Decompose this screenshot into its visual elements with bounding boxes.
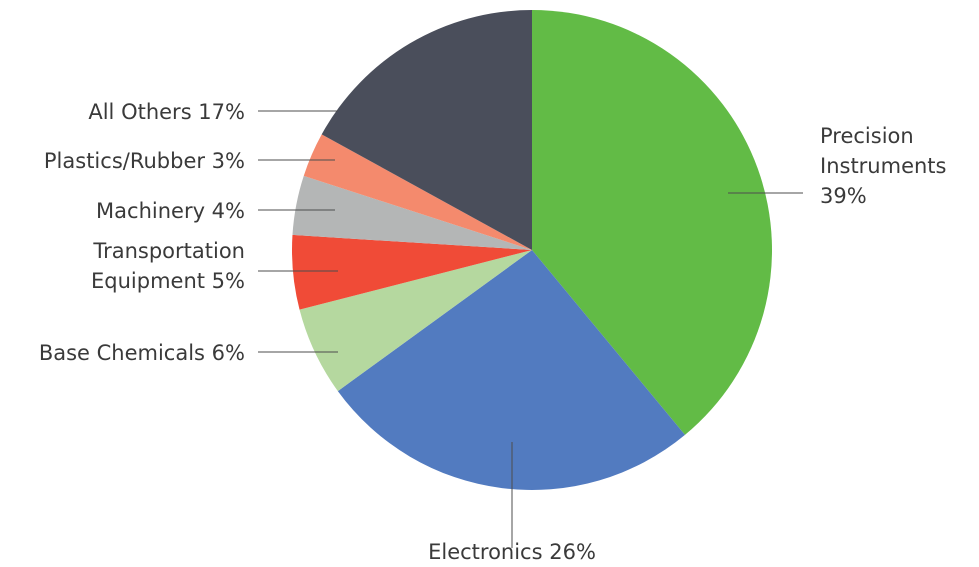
label-line-base-chemicals-1: Base Chemicals 6% [39, 341, 245, 365]
pie-slices [292, 10, 773, 490]
label-line-electronics-1: Electronics 26% [428, 540, 596, 564]
label-line-precision-instruments-3: 39% [820, 184, 867, 208]
label-precision-instruments: Precision Instruments 39% [820, 124, 946, 208]
label-machinery: Machinery 4% [96, 199, 245, 223]
label-line-plastics-rubber-1: Plastics/Rubber 3% [44, 149, 245, 173]
label-plastics-rubber: Plastics/Rubber 3% [44, 149, 245, 173]
label-line-all-others-1: All Others 17% [88, 100, 245, 124]
slice-base-chemicals [299, 250, 532, 392]
leader-lines [258, 110, 803, 548]
label-all-others: All Others 17% [88, 100, 245, 124]
label-line-machinery-1: Machinery 4% [96, 199, 245, 223]
label-base-chemicals: Base Chemicals 6% [39, 341, 245, 365]
slice-all-others [321, 10, 532, 250]
slice-machinery [292, 175, 532, 250]
label-line-transportation-equipment-2: Equipment 5% [91, 269, 245, 293]
label-line-precision-instruments-1: Precision [820, 124, 914, 148]
slice-transportation-equipment [292, 234, 532, 310]
label-line-precision-instruments-2: Instruments [820, 154, 946, 178]
label-transportation-equipment: Transportation Equipment 5% [91, 239, 245, 293]
slice-precision-instruments [532, 10, 773, 435]
slice-plastics-rubber [303, 134, 532, 250]
label-electronics: Electronics 26% [428, 540, 596, 564]
slice-labels: Precision Instruments 39% Electronics 26% Ba… [39, 100, 947, 564]
label-line-transportation-equipment-1: Transportation [92, 239, 245, 263]
slice-electronics [337, 250, 685, 490]
